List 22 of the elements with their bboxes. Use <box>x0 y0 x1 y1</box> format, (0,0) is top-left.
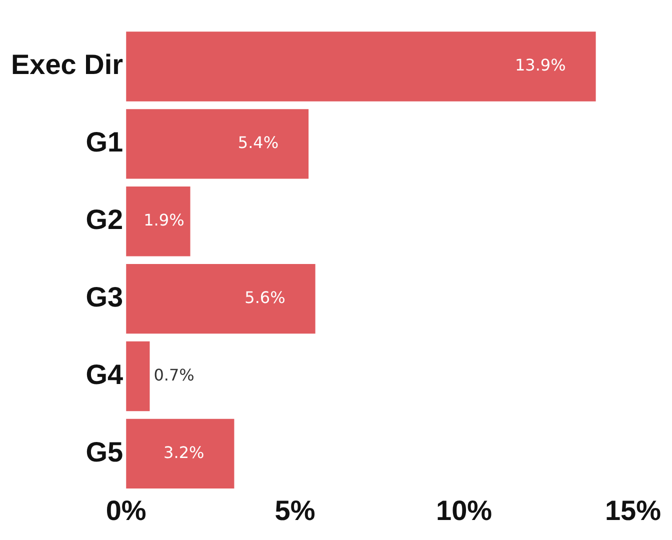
y-tick-label: G4 <box>86 358 124 390</box>
y-tick-label: G3 <box>86 282 124 313</box>
y-tick-label: G2 <box>86 204 124 236</box>
data-label: 0.7% <box>154 365 194 384</box>
bar <box>126 109 309 179</box>
data-label: 1.9% <box>144 210 184 230</box>
bar <box>126 32 596 102</box>
bar <box>126 186 190 256</box>
data-label: 5.4% <box>238 133 279 152</box>
y-tick-label: G5 <box>86 436 124 468</box>
bar <box>126 264 316 334</box>
x-tick-label: 0% <box>106 494 146 526</box>
x-tick-label: 10% <box>436 494 492 526</box>
data-label: 13.9% <box>514 56 566 75</box>
y-tick-label: Exec Dir <box>10 49 124 80</box>
y-tick-label: G1 <box>86 126 124 158</box>
x-tick-label: 15% <box>604 494 662 526</box>
bar <box>126 418 234 489</box>
data-label: 5.6% <box>244 288 286 307</box>
data-label: 3.2% <box>164 442 204 462</box>
x-tick-label: 5% <box>274 494 316 526</box>
bar <box>126 341 150 412</box>
